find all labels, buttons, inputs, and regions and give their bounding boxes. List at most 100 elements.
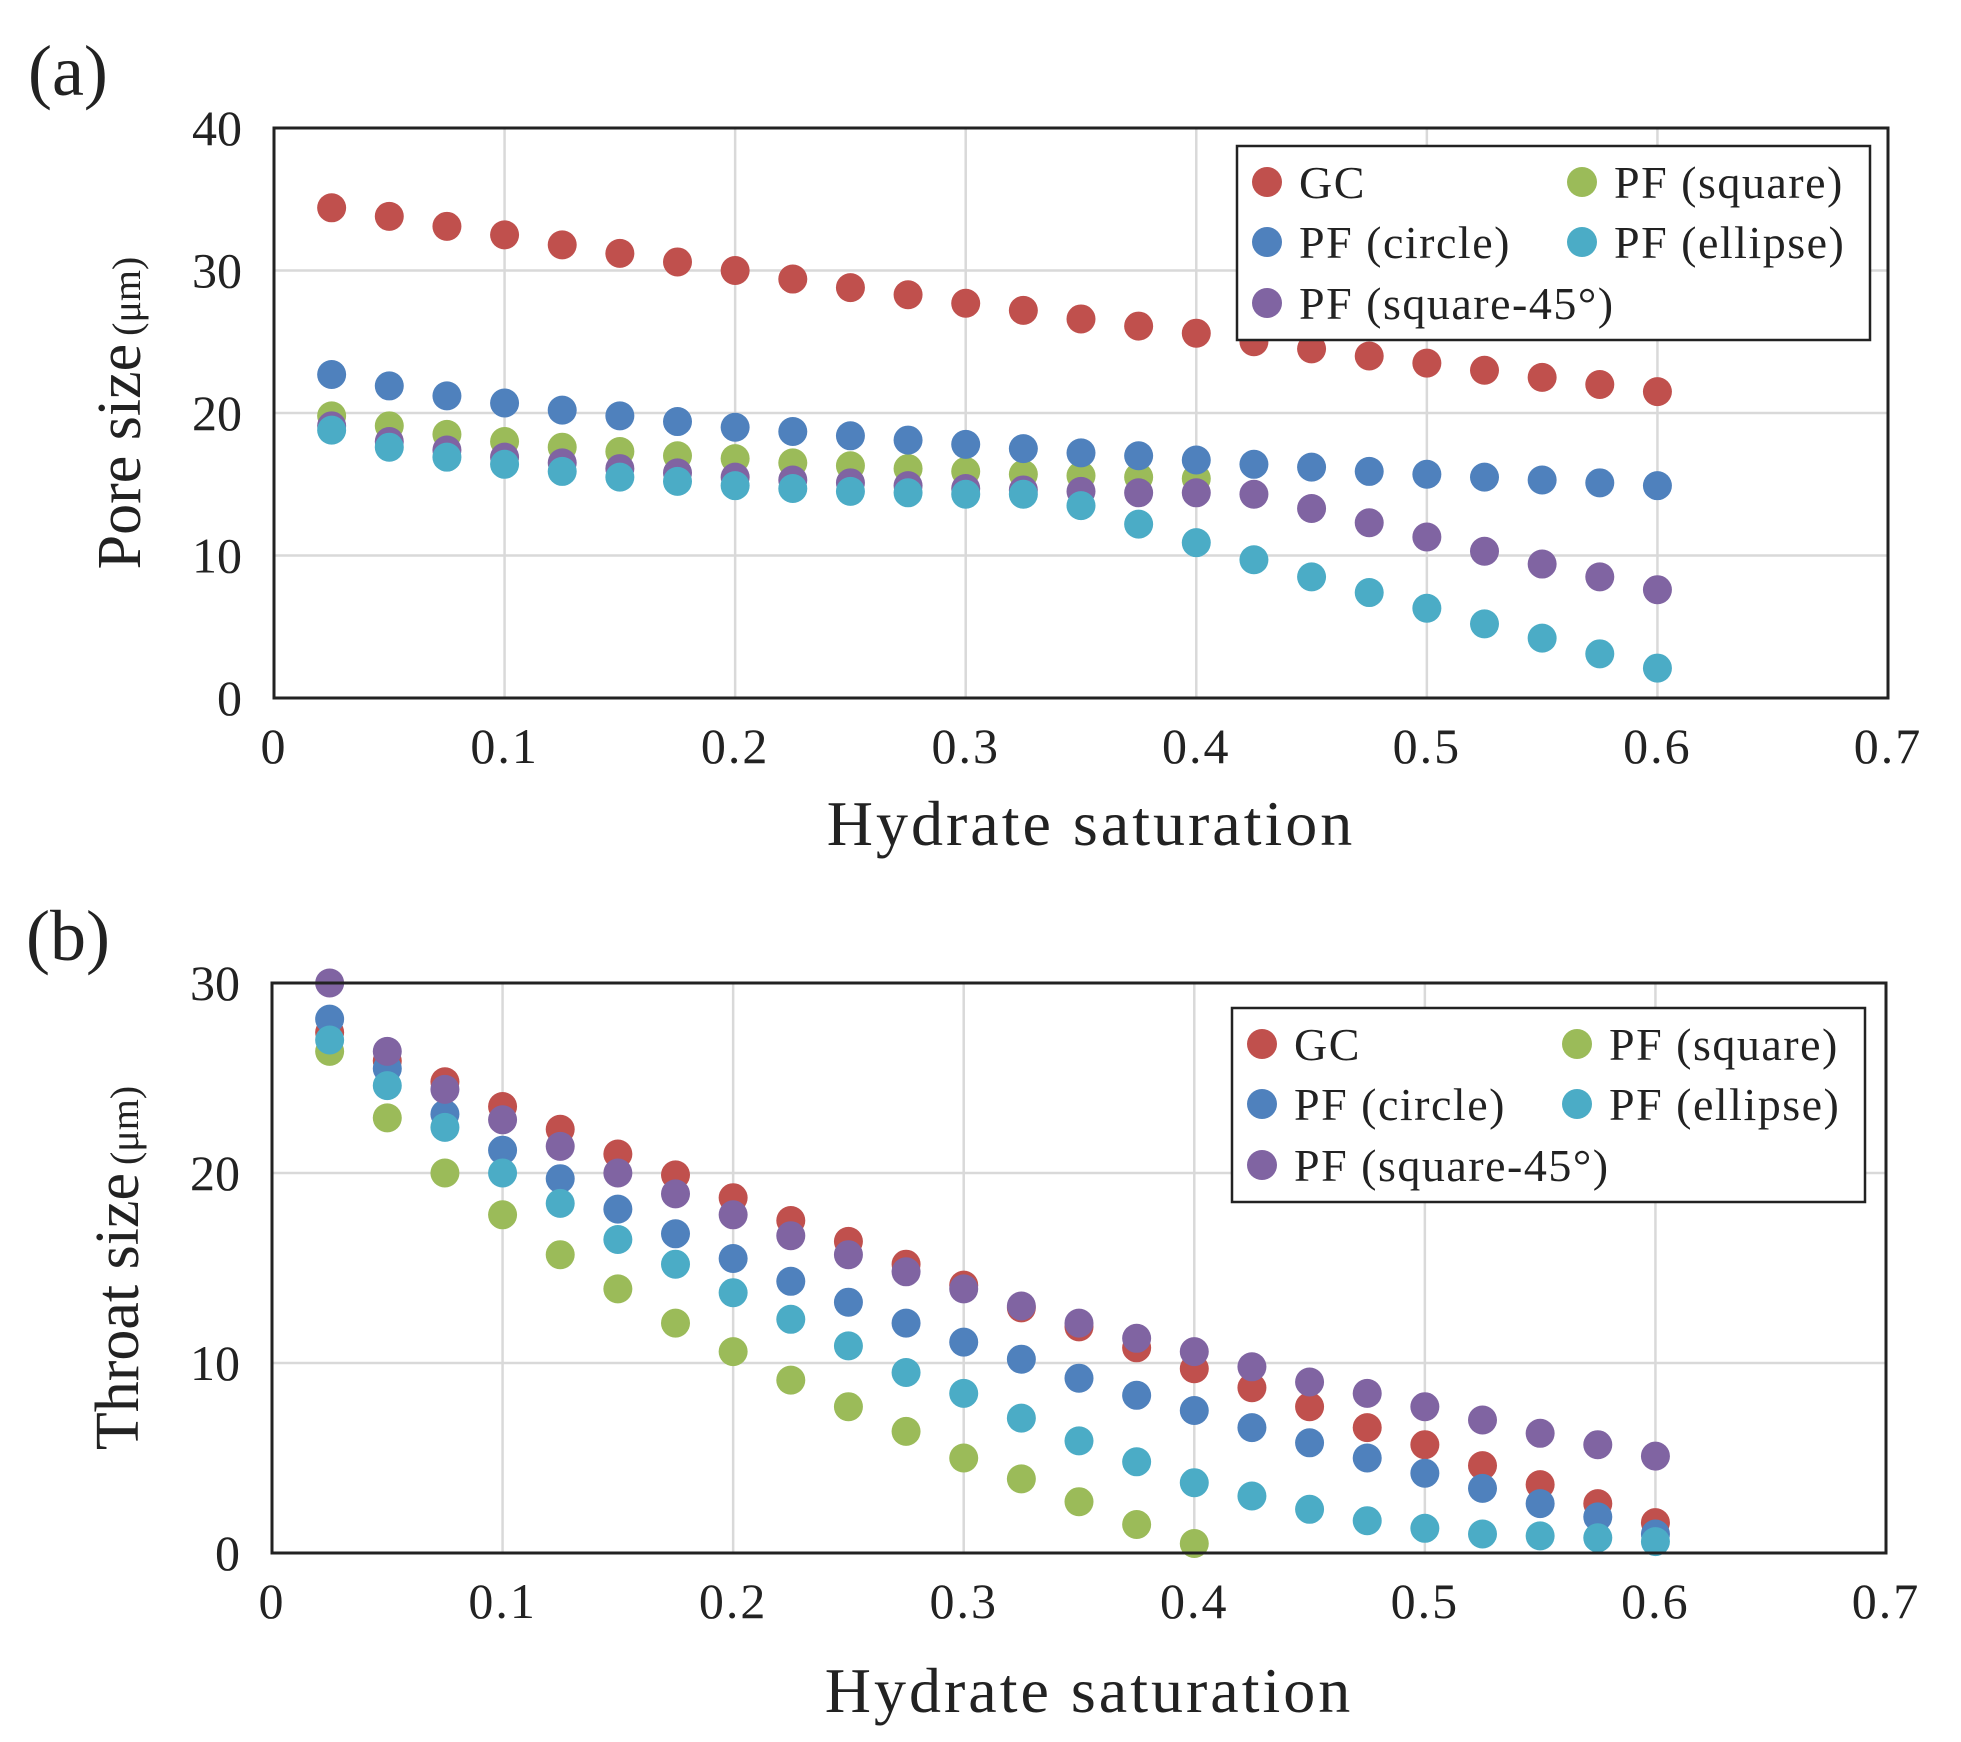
point-pf-ellipse	[951, 479, 981, 509]
x-tick-label-b: 0.6	[1621, 1573, 1690, 1629]
point-pf-ellipse	[1008, 479, 1038, 509]
point-pf-square-45	[1640, 1441, 1670, 1471]
point-gc	[1470, 355, 1499, 385]
point-pf-circle	[1181, 445, 1211, 475]
panel-label-a: (a)	[28, 31, 108, 111]
point-pf-circle	[1066, 438, 1096, 468]
x-tick-label-a: 0.6	[1623, 718, 1692, 774]
point-pf-circle	[315, 1004, 345, 1034]
point-pf-square-45	[776, 1221, 806, 1251]
point-pf-square-45	[1006, 1291, 1036, 1321]
point-pf-square-45	[1354, 508, 1384, 538]
legend-marker-gc	[1247, 1029, 1277, 1059]
point-gc	[1527, 362, 1557, 392]
y-tick-label-b: 20	[190, 1145, 240, 1201]
point-pf-square-45	[833, 1240, 863, 1270]
point-pf-circle	[1527, 465, 1557, 495]
point-pf-square-45	[1179, 1337, 1209, 1367]
point-gc	[1412, 348, 1442, 378]
legend-marker-pf-square	[1567, 167, 1597, 197]
point-pf-circle	[776, 1266, 806, 1296]
point-gc	[432, 211, 462, 241]
point-pf-circle	[1237, 1413, 1267, 1443]
legend-marker-pf-square	[1562, 1029, 1592, 1059]
point-pf-ellipse	[1410, 1513, 1440, 1543]
point-pf-circle	[1354, 456, 1384, 486]
point-pf-square-45	[1124, 478, 1154, 508]
x-tick-label-b: 0	[259, 1573, 286, 1629]
point-pf-circle	[1642, 471, 1672, 501]
point-pf-circle	[374, 371, 404, 401]
point-pf-circle	[951, 429, 981, 459]
point-pf-ellipse	[1181, 528, 1211, 558]
point-pf-circle	[1239, 449, 1269, 479]
point-pf-ellipse	[661, 1249, 690, 1279]
point-gc	[1295, 1392, 1325, 1422]
point-gc	[317, 193, 347, 223]
point-pf-square	[661, 1308, 690, 1338]
point-pf-ellipse	[1064, 1426, 1094, 1456]
point-pf-ellipse	[374, 432, 404, 462]
point-pf-circle	[605, 401, 635, 431]
x-tick-label-b: 0.5	[1391, 1573, 1460, 1629]
point-pf-ellipse	[778, 474, 808, 504]
point-pf-ellipse	[1412, 593, 1442, 623]
y-axis-unit-a: (μm)	[104, 257, 149, 336]
legend-box-a	[1235, 144, 1872, 342]
point-pf-ellipse	[1179, 1468, 1209, 1498]
point-pf-circle	[1410, 1458, 1440, 1488]
legend-label-pf-circle: PF (circle)	[1294, 1079, 1506, 1130]
y-axis-title-b: Throat size	[84, 1173, 152, 1450]
legend-a: GC PF (square) PF (circle) PF (ellipse) PF (…	[1235, 144, 1872, 342]
point-pf-square-45	[1297, 493, 1327, 523]
point-pf-ellipse	[547, 456, 577, 486]
point-pf-square-45	[949, 1274, 979, 1304]
point-pf-ellipse	[488, 1158, 518, 1188]
point-pf-circle	[833, 1287, 863, 1317]
point-gc	[720, 256, 750, 285]
point-pf-ellipse	[1239, 545, 1269, 575]
point-gc	[490, 220, 520, 250]
point-pf-square	[1179, 1529, 1209, 1558]
point-pf-circle	[545, 1164, 575, 1194]
y-axis-unit-b: (μm)	[102, 1086, 147, 1165]
point-pf-ellipse	[430, 1112, 460, 1142]
point-pf-square	[603, 1274, 633, 1304]
point-pf-ellipse	[893, 478, 923, 508]
x-tick-label-a: 0.3	[931, 718, 1000, 774]
point-pf-ellipse	[315, 1025, 345, 1055]
point-pf-square-45	[1470, 536, 1499, 566]
x-tick-label-b: 0.1	[468, 1573, 537, 1629]
point-pf-ellipse	[1640, 1527, 1670, 1557]
point-pf-square-45	[1237, 1352, 1267, 1382]
point-pf-square-45	[1642, 575, 1672, 605]
point-pf-square	[949, 1443, 979, 1473]
point-gc	[951, 288, 981, 318]
legend-label-pf-circle: PF (circle)	[1299, 217, 1511, 268]
point-pf-ellipse	[603, 1225, 633, 1254]
point-pf-circle	[432, 381, 462, 411]
point-pf-ellipse	[1295, 1494, 1325, 1524]
point-pf-square	[545, 1240, 575, 1270]
point-pf-ellipse	[605, 462, 635, 492]
point-pf-square	[488, 1200, 518, 1230]
point-gc	[374, 201, 404, 231]
point-pf-square-45	[1410, 1392, 1440, 1422]
point-pf-circle	[1525, 1489, 1555, 1519]
y-tick-label-b: 10	[190, 1335, 240, 1391]
point-pf-ellipse	[317, 415, 347, 445]
point-pf-ellipse	[1470, 609, 1499, 639]
y-tick-label-a: 30	[192, 243, 242, 299]
point-pf-square-45	[1468, 1405, 1497, 1435]
point-pf-circle	[1122, 1380, 1152, 1410]
y-tick-label-b: 0	[215, 1525, 240, 1581]
point-gc	[1008, 295, 1038, 325]
x-axis-label-b: Hydrate saturation	[825, 1655, 1354, 1726]
point-pf-circle	[718, 1244, 748, 1273]
point-pf-ellipse	[1527, 623, 1557, 653]
y-tick-label-a: 40	[192, 100, 242, 156]
x-tick-label-a: 0.2	[701, 718, 770, 774]
point-pf-square-45	[1527, 549, 1557, 579]
point-pf-ellipse	[833, 1331, 863, 1361]
